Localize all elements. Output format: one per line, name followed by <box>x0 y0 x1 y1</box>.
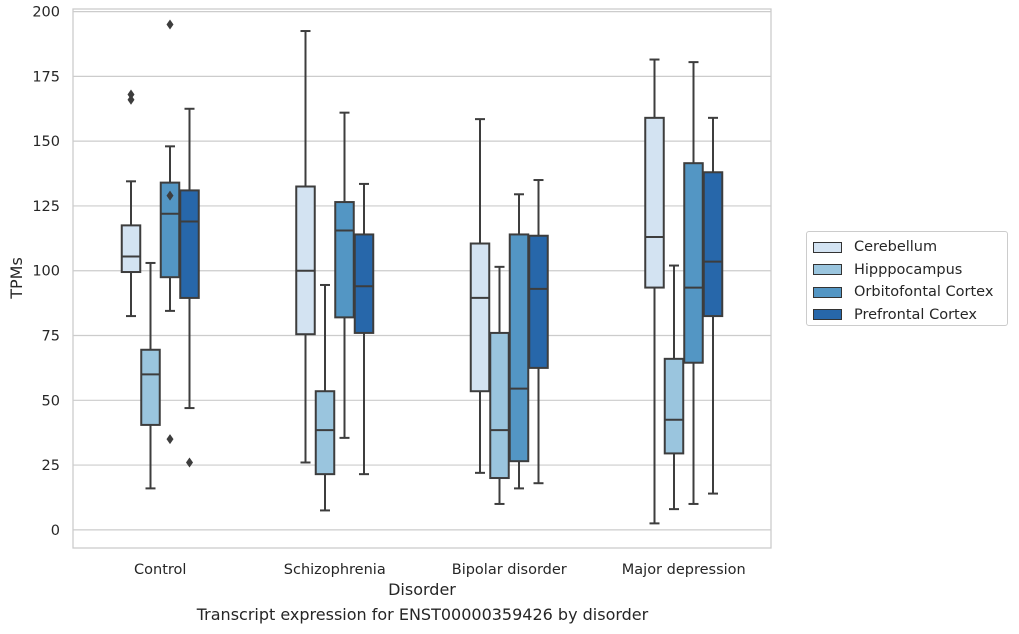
box-group <box>469 118 491 474</box>
outlier-marker <box>186 457 193 468</box>
y-tick-label: 25 <box>42 458 60 474</box>
box-iqr <box>334 201 355 319</box>
box-iqr <box>702 171 724 318</box>
box-group <box>159 19 181 445</box>
box-iqr <box>469 242 491 393</box>
y-tick-label: 75 <box>42 329 60 345</box>
legend-item: Prefrontal Cortex <box>813 304 1007 327</box>
x-tick-label: Schizophrenia <box>284 562 386 578</box>
y-tick-label: 175 <box>32 69 60 85</box>
box-group <box>120 89 142 318</box>
y-tick-label: 200 <box>32 5 60 21</box>
legend-item: Cerebellum <box>813 236 1007 259</box>
y-tick-label: 150 <box>32 134 60 150</box>
box-group <box>140 261 161 490</box>
legend-swatch <box>813 241 842 253</box>
x-axis-label: Disorder <box>388 580 456 599</box>
y-axis-label: TPMs <box>7 257 26 300</box>
box-group <box>702 116 724 495</box>
legend-label: Cerebellum <box>854 239 938 256</box>
x-tick-label: Major depression <box>622 562 746 578</box>
outlier-marker <box>166 19 174 30</box>
box-group <box>663 264 685 511</box>
box-iqr <box>179 189 200 299</box>
y-tick-label: 0 <box>51 523 60 539</box>
plot-area-frame <box>72 8 772 549</box>
box-iqr <box>489 331 510 480</box>
box-group <box>295 30 316 464</box>
box-iqr <box>528 234 549 369</box>
legend-item: Orbitofontal Cortex <box>813 281 1007 304</box>
chart-caption: Transcript expression for ENST0000035942… <box>196 605 649 624</box>
legend-item: Hipppocampus <box>813 259 1007 282</box>
outlier-marker <box>166 434 174 445</box>
legend-swatch <box>813 309 842 321</box>
box-group <box>179 107 200 468</box>
box-group <box>683 61 704 505</box>
y-tick-label: 125 <box>32 199 60 215</box>
y-tick-label: 100 <box>32 264 60 280</box>
outlier-marker <box>127 94 135 105</box>
box-group <box>644 58 665 525</box>
box-group <box>508 193 530 490</box>
legend-label: Prefrontal Cortex <box>854 306 977 323</box>
box-iqr <box>683 162 704 364</box>
box-group <box>314 283 336 512</box>
outlier-marker <box>166 190 174 201</box>
box-iqr <box>353 233 375 334</box>
x-tick-label: Control <box>134 562 186 578</box>
y-tick-label: 50 <box>42 393 60 409</box>
box-iqr <box>663 357 685 455</box>
chart-legend: Cerebellum Hipppocampus Orbitofontal Cor… <box>806 231 1008 326</box>
box-iqr <box>644 116 665 289</box>
box-series <box>120 19 724 525</box>
outlier-marker <box>127 89 135 100</box>
box-iqr <box>120 224 142 274</box>
box-group <box>528 179 549 485</box>
legend-swatch <box>813 264 842 276</box>
box-group <box>334 111 355 439</box>
x-axis-ticks: Control Schizophrenia Bipolar disorder Majo… <box>134 562 746 578</box>
box-iqr <box>508 233 530 463</box>
x-tick-label: Bipolar disorder <box>452 562 567 578</box>
legend-swatch <box>813 286 842 298</box>
box-iqr <box>140 348 161 426</box>
y-axis-ticks: 0 25 50 75 100 125 150 175 200 <box>32 5 60 539</box>
box-group <box>353 182 375 476</box>
box-iqr <box>314 390 336 476</box>
legend-label: Hipppocampus <box>854 261 963 278</box>
box-iqr <box>295 185 316 336</box>
legend-label: Orbitofontal Cortex <box>854 284 994 301</box>
